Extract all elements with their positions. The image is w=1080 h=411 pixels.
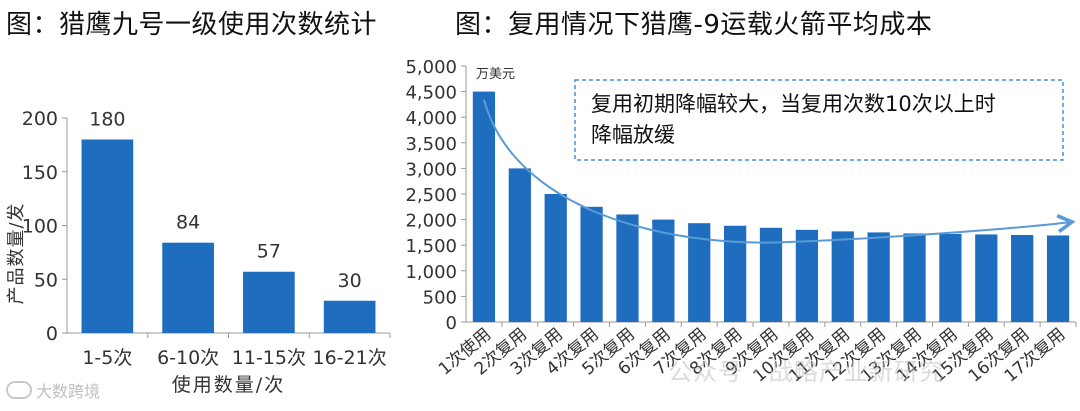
chart1-y-tick-label: 100 [22, 216, 58, 238]
chart1-data-label: 180 [89, 109, 125, 131]
chart1-title: 图：猎鹰九号一级使用次数统计 [6, 10, 378, 40]
chart1-y-tick-label: 50 [34, 269, 58, 291]
chart2-y-tick-label: 5,000 [405, 57, 457, 78]
chart1-y-label: 产品数量/发 [6, 202, 27, 304]
chart2-bar [867, 232, 890, 322]
chart2-bar [975, 234, 998, 322]
watermark-left: 大数跨境 [6, 378, 100, 402]
chart2-bar [1011, 234, 1034, 322]
chart2-bar [723, 225, 747, 322]
chart1-data-label: 57 [257, 241, 281, 263]
chart1-y-tick-label: 200 [22, 108, 58, 130]
chart2-bar [939, 233, 962, 322]
chart2-y-tick-label: 3,000 [405, 159, 457, 180]
watermark-left-text: 大数跨境 [36, 382, 101, 401]
chart2-annotation-box [574, 79, 1064, 161]
chart2-y-tick-label: 4,000 [405, 108, 457, 129]
chart1-data-label: 30 [338, 270, 362, 292]
chart1-x-tick-label: 16-21次 [313, 347, 387, 369]
chart1-y-tick-label: 150 [22, 162, 58, 184]
chart1-bar [81, 139, 134, 333]
chart1-x-tick-label: 11-15次 [232, 347, 306, 369]
chart2-y-tick-label: 3,500 [405, 134, 457, 155]
chart2-bar [831, 231, 854, 322]
chart2-bar [759, 227, 783, 322]
brand-logo-icon [6, 381, 32, 399]
chart2-annotation-line1: 复用初期降幅较大，当复用次数10次以上时 [591, 92, 996, 116]
chart1-y-tick-label: 0 [46, 323, 58, 345]
chart2-bar [508, 168, 531, 322]
chart2-bar [903, 233, 926, 322]
chart1-bar [323, 300, 376, 333]
chart2-bar [616, 214, 639, 322]
chart2-bar [652, 219, 675, 322]
chart1-x-label: 使用数量/次 [172, 374, 285, 396]
chart2-bar [544, 194, 567, 322]
chart2-bar [795, 229, 819, 322]
chart2-y-tick-label: 500 [423, 287, 457, 308]
watermark-right: 公众号 · 战略产业新研究 [668, 358, 944, 386]
chart1-bar [243, 271, 295, 333]
chart1-data-label: 84 [176, 212, 200, 234]
chart2-y-tick-label: 2,500 [405, 185, 457, 206]
chart2-y-tick-label: 1,500 [405, 236, 457, 257]
chart2-annotation-line2: 降幅放缓 [591, 123, 675, 147]
chart1-x-tick-label: 1-5次 [82, 347, 132, 369]
chart2-y-tick-label: 4,500 [405, 83, 457, 104]
chart2-trend-arrow [482, 99, 1076, 244]
chart2-y-tick-label: 1,000 [405, 262, 457, 283]
chart2-title: 图：复用情况下猎鹰-9运载火箭平均成本 [455, 10, 933, 40]
chart2-bar [472, 91, 496, 322]
chart1-x-tick-label: 6-10次 [157, 347, 219, 369]
chart2-y-tick-label: 2,000 [405, 211, 457, 232]
chart2-bar [688, 223, 711, 322]
chart2-unit-label: 万美元 [476, 67, 515, 82]
chart2-bar [1046, 235, 1070, 322]
chart1-bar [162, 242, 214, 333]
chart2-bar [580, 206, 603, 322]
chart2-y-tick-label: 0 [446, 313, 457, 334]
